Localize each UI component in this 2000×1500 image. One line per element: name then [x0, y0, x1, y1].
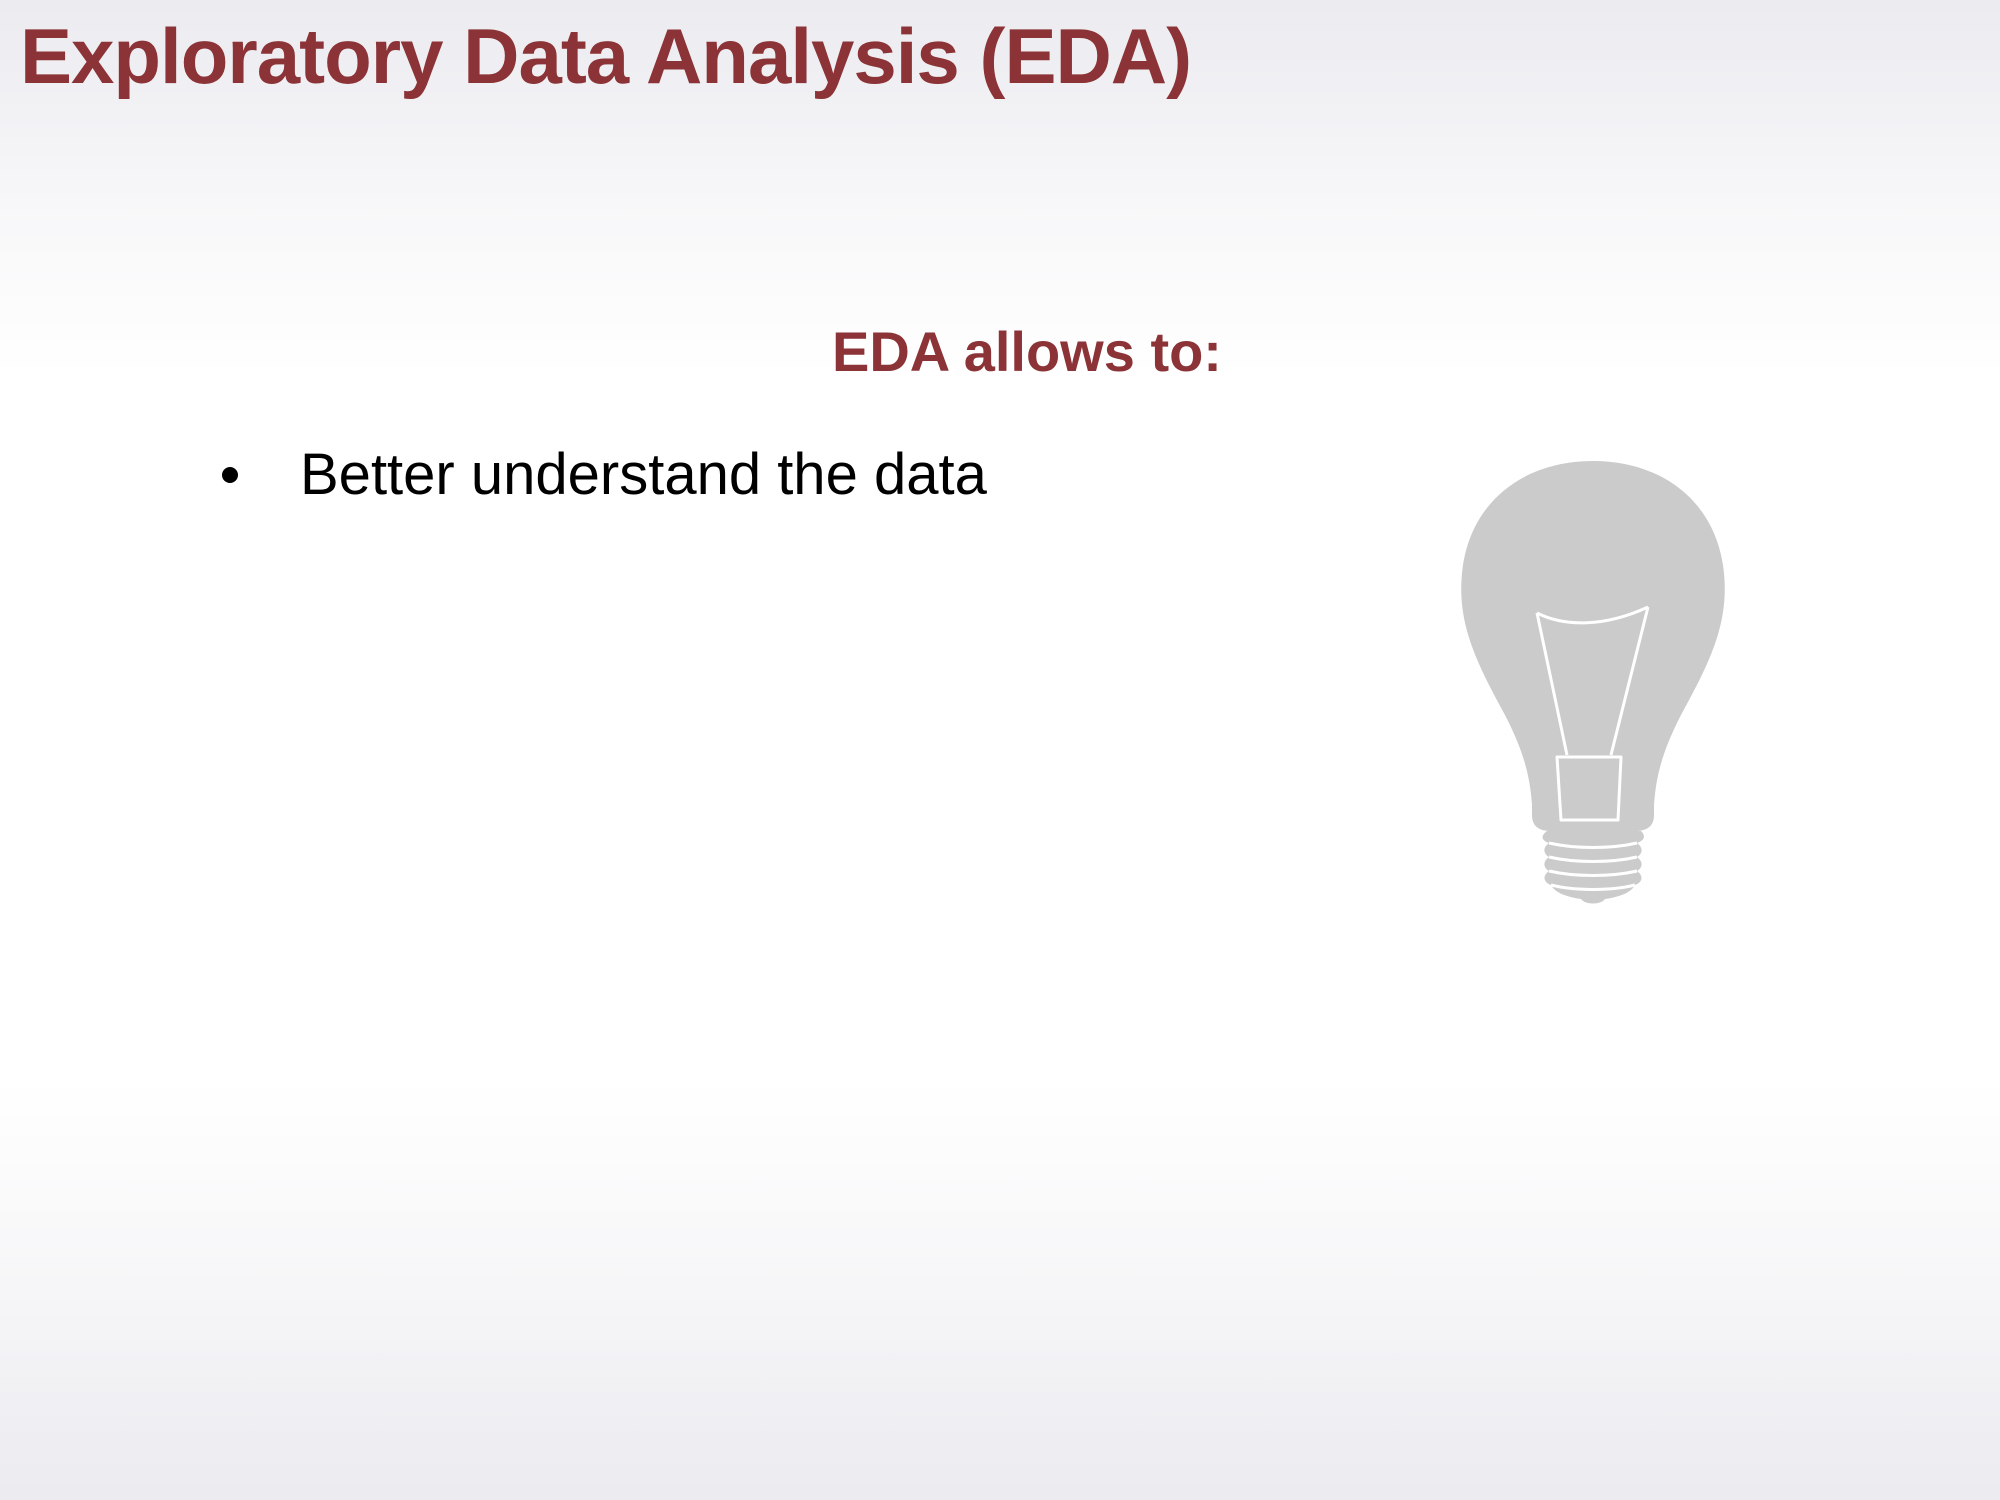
lightbulb-icon	[1461, 461, 1725, 904]
lightbulb-filament	[1535, 605, 1650, 822]
lightbulb-glass	[1461, 461, 1725, 831]
bullet-list: Better understand the data	[210, 440, 987, 510]
slide-subtitle: EDA allows to:	[832, 320, 1222, 383]
list-item: Better understand the data	[210, 440, 987, 510]
lightbulb-base	[1542, 831, 1644, 904]
bullet-text: Better understand the data	[300, 442, 987, 507]
slide-title: Exploratory Data Analysis (EDA)	[20, 12, 1192, 100]
bullet-icon	[222, 466, 238, 483]
